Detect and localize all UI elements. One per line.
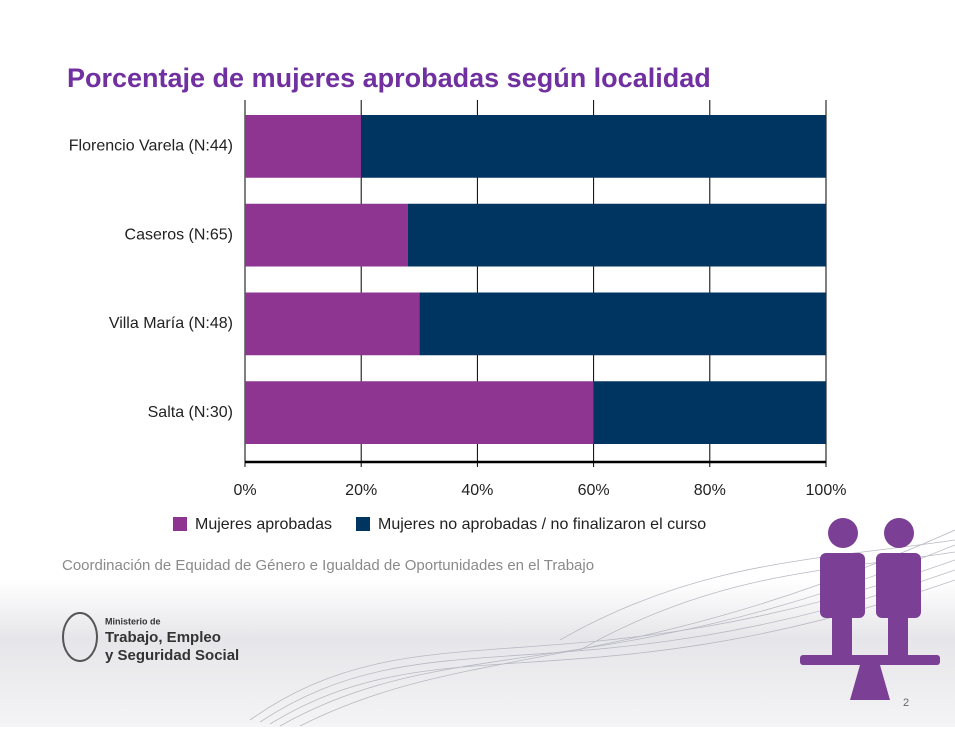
slide: Porcentaje de mujeres aprobadas según lo… [0, 0, 955, 727]
legend-label: Mujeres no aprobadas / no finalizaron el… [378, 516, 706, 533]
x-tick-label: 60% [578, 482, 610, 499]
y-tick-label: Caseros (N:65) [125, 226, 233, 243]
bar-segment [419, 293, 826, 356]
bar-segment [408, 204, 826, 267]
y-tick-label: Villa María (N:48) [109, 315, 233, 332]
logo-line: y Seguridad Social [105, 647, 239, 664]
bar-segment [594, 381, 826, 444]
y-tick-label: Florencio Varela (N:44) [69, 138, 233, 155]
logo-line: Trabajo, Empleo [105, 629, 221, 646]
bar-segment [245, 115, 361, 178]
footer-text: Coordinación de Equidad de Género e Igua… [62, 557, 594, 574]
bar-segment [361, 115, 826, 178]
logo-line: Ministerio de [105, 616, 161, 626]
x-tick-label: 80% [694, 482, 726, 499]
bar-segment [245, 293, 419, 356]
bar-segment [245, 204, 408, 267]
x-tick-label: 40% [461, 482, 493, 499]
page: Porcentaje de mujeres aprobadas según lo… [0, 0, 955, 727]
page-number: 2 [903, 697, 909, 709]
legend-label: Mujeres aprobadas [195, 516, 332, 533]
x-tick-label: 20% [345, 482, 377, 499]
bar-segment [245, 381, 594, 444]
legend-swatch [173, 517, 187, 531]
y-tick-label: Salta (N:30) [148, 404, 233, 421]
legend-swatch [356, 517, 370, 531]
x-tick-label: 100% [806, 482, 847, 499]
chart-title: Porcentaje de mujeres aprobadas según lo… [67, 63, 711, 93]
x-tick-label: 0% [233, 482, 256, 499]
